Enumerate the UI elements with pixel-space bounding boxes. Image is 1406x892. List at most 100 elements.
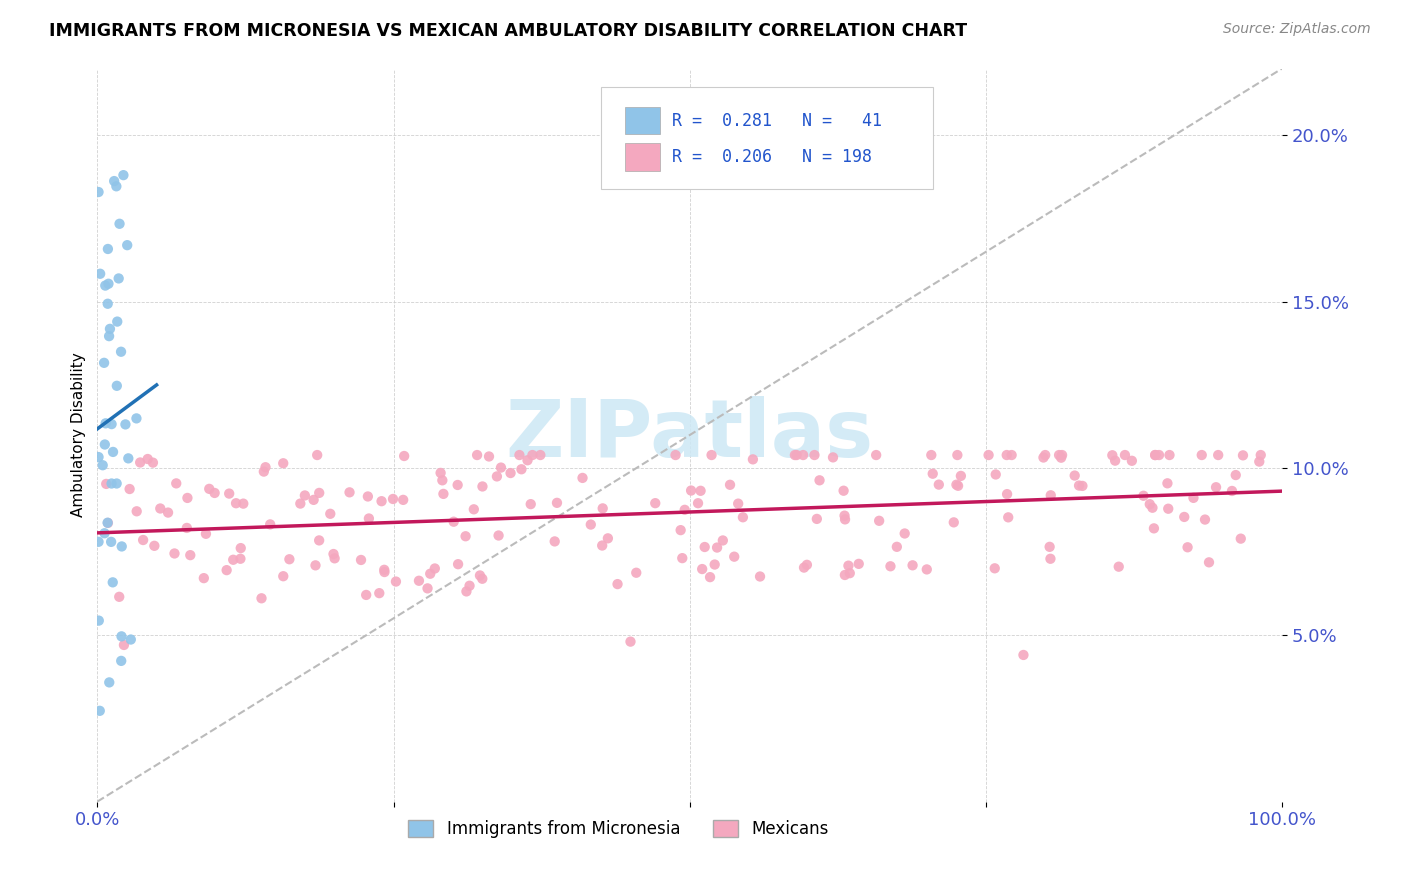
Point: [136, 452, 159, 467]
Point: [370, 494, 392, 508]
Point: [357, 490, 380, 504]
Point: [579, 517, 602, 532]
Point: [125, 504, 148, 518]
Point: [339, 485, 361, 500]
Point: [446, 478, 468, 492]
Point: [1157, 501, 1180, 516]
Point: [1104, 453, 1126, 467]
Point: [1071, 479, 1094, 493]
Point: [703, 558, 725, 572]
Point: [499, 466, 522, 480]
Point: [808, 473, 831, 487]
Point: [727, 497, 749, 511]
Point: [510, 462, 533, 476]
Point: [319, 507, 342, 521]
Point: [1050, 448, 1073, 462]
Point: [821, 450, 844, 465]
Point: [832, 483, 855, 498]
Point: [354, 588, 377, 602]
Point: [271, 569, 294, 583]
Point: [118, 482, 141, 496]
Point: [626, 566, 648, 580]
Point: [115, 238, 138, 252]
Point: [117, 451, 139, 466]
Point: [995, 487, 1018, 501]
Point: [101, 575, 124, 590]
Point: [522, 448, 544, 462]
Point: [723, 549, 745, 564]
Point: [834, 568, 856, 582]
Point: [984, 467, 1007, 482]
Point: [893, 526, 915, 541]
Point: [93, 526, 115, 541]
Point: [87, 614, 110, 628]
Text: R =  0.281   N =   41: R = 0.281 N = 41: [672, 112, 882, 129]
Point: [350, 553, 373, 567]
Point: [432, 487, 454, 501]
Point: [546, 496, 568, 510]
Point: [112, 638, 135, 652]
Point: [803, 448, 825, 462]
Point: [793, 560, 815, 574]
Point: [928, 477, 950, 491]
Point: [741, 452, 763, 467]
Point: [946, 479, 969, 493]
Point: [271, 456, 294, 470]
Point: [89, 704, 111, 718]
Point: [977, 448, 1000, 462]
Point: [307, 448, 329, 462]
Point: [204, 486, 226, 500]
Point: [529, 448, 551, 462]
Point: [382, 491, 405, 506]
Point: [949, 469, 972, 483]
Point: [392, 449, 415, 463]
Text: R =  0.206   N = 198: R = 0.206 N = 198: [672, 148, 872, 166]
Point: [1147, 448, 1170, 462]
Point: [416, 582, 439, 596]
Point: [157, 506, 180, 520]
Point: [516, 453, 538, 467]
Point: [149, 501, 172, 516]
Point: [373, 563, 395, 577]
Point: [596, 532, 619, 546]
Point: [443, 515, 465, 529]
Point: [105, 179, 128, 194]
Point: [879, 559, 901, 574]
Point: [690, 562, 713, 576]
Point: [1143, 521, 1166, 535]
Point: [432, 473, 454, 487]
Point: [232, 497, 254, 511]
Legend: Immigrants from Micronesia, Mexicans: Immigrants from Micronesia, Mexicans: [402, 813, 835, 845]
Point: [253, 465, 276, 479]
Point: [110, 344, 132, 359]
Point: [408, 574, 430, 588]
Point: [229, 551, 252, 566]
Point: [100, 476, 122, 491]
Point: [1012, 648, 1035, 662]
Point: [97, 242, 120, 256]
Point: [749, 569, 772, 583]
Point: [132, 533, 155, 547]
Point: [97, 277, 120, 291]
Point: [1229, 532, 1251, 546]
Point: [222, 553, 245, 567]
Point: [1205, 480, 1227, 494]
Point: [664, 448, 686, 462]
Point: [1032, 450, 1054, 465]
Point: [669, 523, 692, 537]
Point: [673, 503, 696, 517]
Point: [105, 476, 128, 491]
Point: [1047, 448, 1070, 462]
Point: [706, 541, 728, 555]
Point: [644, 496, 666, 510]
Point: [671, 551, 693, 566]
Point: [1067, 478, 1090, 492]
Point: [837, 558, 859, 573]
Text: IMMIGRANTS FROM MICRONESIA VS MEXICAN AMBULATORY DISABILITY CORRELATION CHART: IMMIGRANTS FROM MICRONESIA VS MEXICAN AM…: [49, 22, 967, 40]
Point: [1114, 448, 1136, 462]
Point: [619, 634, 641, 648]
Point: [1191, 448, 1213, 462]
Point: [290, 497, 312, 511]
Point: [259, 517, 281, 532]
Point: [508, 448, 530, 462]
